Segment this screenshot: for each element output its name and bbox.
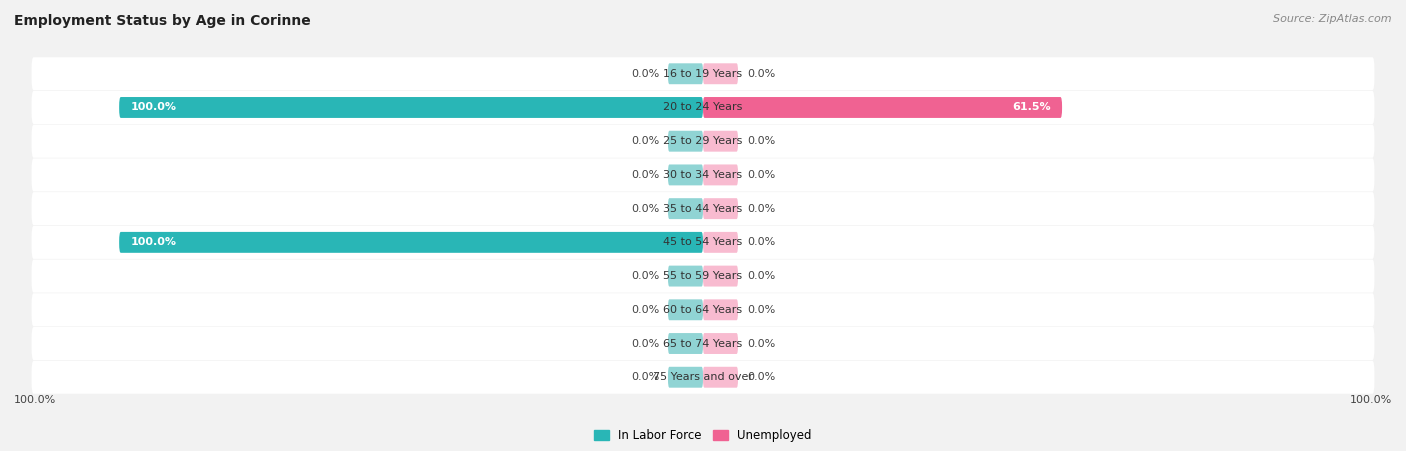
Text: 55 to 59 Years: 55 to 59 Years xyxy=(664,271,742,281)
FancyBboxPatch shape xyxy=(703,333,738,354)
FancyBboxPatch shape xyxy=(668,367,703,388)
Text: 75 Years and over: 75 Years and over xyxy=(652,372,754,382)
Legend: In Labor Force, Unemployed: In Labor Force, Unemployed xyxy=(589,424,817,447)
Text: 61.5%: 61.5% xyxy=(1012,102,1050,112)
FancyBboxPatch shape xyxy=(120,232,703,253)
Text: 35 to 44 Years: 35 to 44 Years xyxy=(664,204,742,214)
Text: 0.0%: 0.0% xyxy=(631,170,659,180)
Text: 60 to 64 Years: 60 to 64 Years xyxy=(664,305,742,315)
FancyBboxPatch shape xyxy=(31,57,1375,90)
Text: 0.0%: 0.0% xyxy=(631,339,659,349)
FancyBboxPatch shape xyxy=(668,299,703,320)
Text: 16 to 19 Years: 16 to 19 Years xyxy=(664,69,742,79)
Text: 0.0%: 0.0% xyxy=(631,69,659,79)
FancyBboxPatch shape xyxy=(31,226,1375,259)
FancyBboxPatch shape xyxy=(668,131,703,152)
Text: 0.0%: 0.0% xyxy=(631,372,659,382)
FancyBboxPatch shape xyxy=(31,260,1375,293)
Text: 100.0%: 100.0% xyxy=(14,395,56,405)
FancyBboxPatch shape xyxy=(668,165,703,185)
FancyBboxPatch shape xyxy=(31,327,1375,360)
FancyBboxPatch shape xyxy=(703,367,738,388)
FancyBboxPatch shape xyxy=(703,63,738,84)
Text: 0.0%: 0.0% xyxy=(631,204,659,214)
FancyBboxPatch shape xyxy=(703,165,738,185)
FancyBboxPatch shape xyxy=(668,333,703,354)
Text: 0.0%: 0.0% xyxy=(747,237,775,247)
FancyBboxPatch shape xyxy=(703,266,738,286)
Text: 100.0%: 100.0% xyxy=(1350,395,1392,405)
FancyBboxPatch shape xyxy=(668,63,703,84)
Text: 65 to 74 Years: 65 to 74 Years xyxy=(664,339,742,349)
FancyBboxPatch shape xyxy=(120,97,703,118)
Text: 45 to 54 Years: 45 to 54 Years xyxy=(664,237,742,247)
FancyBboxPatch shape xyxy=(31,293,1375,327)
Text: 0.0%: 0.0% xyxy=(747,204,775,214)
Text: 0.0%: 0.0% xyxy=(631,271,659,281)
Text: 0.0%: 0.0% xyxy=(631,305,659,315)
FancyBboxPatch shape xyxy=(31,158,1375,191)
Text: 0.0%: 0.0% xyxy=(747,69,775,79)
Text: Employment Status by Age in Corinne: Employment Status by Age in Corinne xyxy=(14,14,311,28)
FancyBboxPatch shape xyxy=(703,97,1062,118)
FancyBboxPatch shape xyxy=(31,91,1375,124)
FancyBboxPatch shape xyxy=(31,124,1375,158)
Text: 20 to 24 Years: 20 to 24 Years xyxy=(664,102,742,112)
Text: 100.0%: 100.0% xyxy=(131,102,177,112)
FancyBboxPatch shape xyxy=(668,198,703,219)
FancyBboxPatch shape xyxy=(31,361,1375,394)
FancyBboxPatch shape xyxy=(703,131,738,152)
Text: 0.0%: 0.0% xyxy=(747,271,775,281)
Text: 0.0%: 0.0% xyxy=(747,136,775,146)
Text: 25 to 29 Years: 25 to 29 Years xyxy=(664,136,742,146)
Text: 0.0%: 0.0% xyxy=(747,305,775,315)
FancyBboxPatch shape xyxy=(703,232,738,253)
Text: 100.0%: 100.0% xyxy=(131,237,177,247)
Text: 0.0%: 0.0% xyxy=(747,372,775,382)
Text: 0.0%: 0.0% xyxy=(631,136,659,146)
Text: 0.0%: 0.0% xyxy=(747,339,775,349)
FancyBboxPatch shape xyxy=(703,299,738,320)
FancyBboxPatch shape xyxy=(31,192,1375,225)
Text: 30 to 34 Years: 30 to 34 Years xyxy=(664,170,742,180)
Text: Source: ZipAtlas.com: Source: ZipAtlas.com xyxy=(1274,14,1392,23)
Text: 0.0%: 0.0% xyxy=(747,170,775,180)
FancyBboxPatch shape xyxy=(703,198,738,219)
FancyBboxPatch shape xyxy=(668,266,703,286)
